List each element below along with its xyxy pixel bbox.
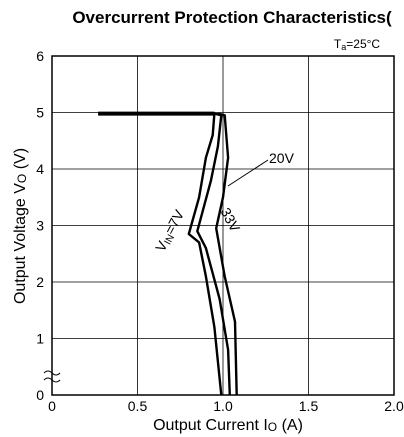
- y-tick-label: 2: [36, 274, 44, 290]
- y-tick-label: 3: [36, 218, 44, 234]
- grid-lines: [52, 56, 394, 395]
- annotation-33v: 33V: [218, 205, 244, 235]
- y-tick-label: 5: [36, 105, 44, 121]
- annotation-20v: 20V: [269, 150, 295, 166]
- series-line-33v: [214, 112, 238, 396]
- x-tick-label: 0.5: [128, 398, 148, 414]
- axis-break-symbol: [43, 370, 61, 383]
- series-line-20v: [196, 112, 231, 396]
- y-tick-label: 1: [36, 331, 44, 347]
- y-tick-label: 0: [36, 387, 44, 403]
- x-tick-label: 0: [48, 398, 56, 414]
- annotation-vin-7v: VIN=7V: [152, 207, 189, 255]
- y-tick-label: 4: [36, 161, 44, 177]
- x-axis-label: Output Current IO (A): [153, 417, 303, 434]
- series-line-7v: [98, 112, 223, 396]
- y-axis-label: Output Voltage VO (V): [12, 148, 29, 304]
- plot-frame: [51, 55, 395, 396]
- annotation-20v-leader: [227, 159, 269, 187]
- chart-title: Overcurrent Protection Characteristics(: [72, 8, 392, 27]
- temperature-condition: Ta=25°C: [334, 37, 381, 52]
- x-tick-label: 2.0: [384, 398, 404, 414]
- x-tick-label: 1.5: [299, 398, 319, 414]
- x-tick-label: 1.0: [213, 398, 233, 414]
- y-tick-label: 6: [36, 48, 44, 64]
